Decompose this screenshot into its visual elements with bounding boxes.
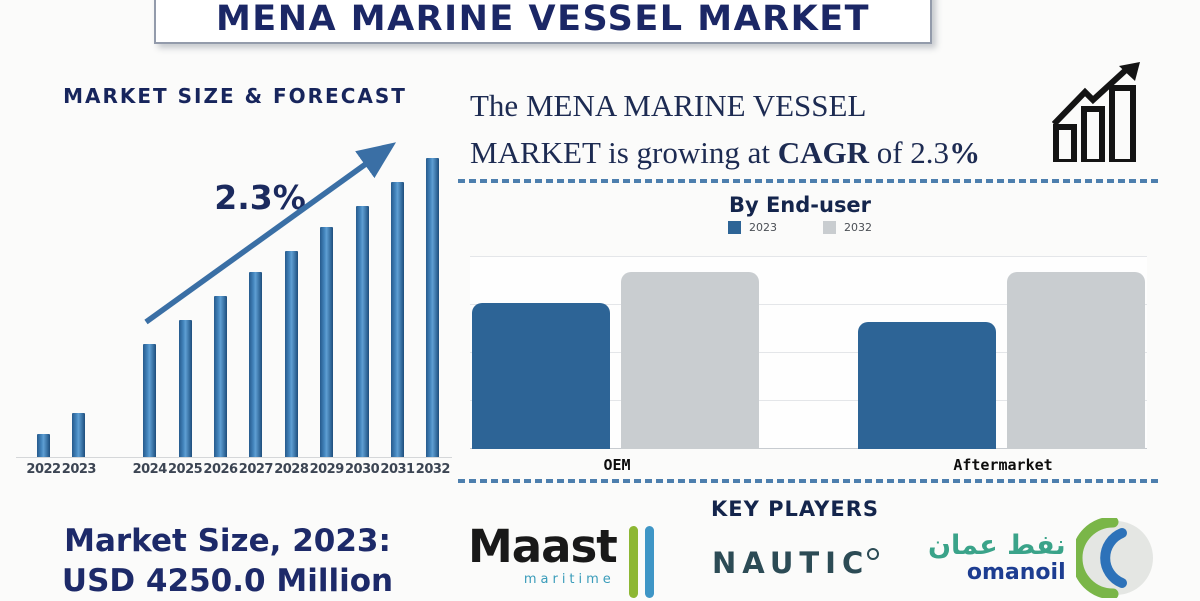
gridline [470,400,1147,401]
forecast-year-label: 2031 [380,462,415,477]
forecast-chart-year-labels: 2022 2023 2024 2025 2026 2027 2028 2029 2030 2031… [0,462,455,480]
forecast-chart-axis [16,457,452,458]
page-title: MENA MARINE VESSEL MARKET [215,0,871,39]
forecast-year-label: 2025 [168,462,203,477]
gridline [470,448,1147,449]
forecast-year-label: 2032 [415,462,451,477]
growth-statement: The MENA MARINE VESSEL MARKET is growing… [470,82,1060,176]
legend-item-2032: 2032 [823,221,872,234]
omanoil-swirl-icon [1075,518,1153,598]
dashed-separator-top [458,179,1158,183]
legend-label-2032: 2032 [844,221,872,234]
legend-item-2023: 2023 [728,221,777,234]
forecast-cagr-label: 2.3% [214,178,306,217]
forecast-bar-2027 [249,272,263,458]
end-user-bar-OEM-2032 [621,272,759,449]
end-user-bar-OEM-2023 [472,303,610,449]
nautic-logo: NAUTIC [712,546,880,580]
forecast-bar-2023 [72,413,86,458]
gridline [470,304,1147,305]
omanoil-arabic-name: نفط عمان [928,530,1066,561]
forecast-year-label: 2026 [203,462,238,477]
maast-logo: Maast maritime [468,524,654,598]
forecast-year-label: 2027 [238,462,274,477]
key-players-heading: KEY PLAYERS [711,497,879,521]
forecast-year-label: 2023 [61,462,97,477]
legend-swatch-2023 [728,221,741,234]
nautic-degree-icon [867,548,880,560]
end-user-bar-Aftermarket-2032 [1007,272,1145,449]
forecast-bar-2031 [391,182,404,458]
forecast-bar-2028 [284,251,298,458]
end-user-chart-plot [470,256,1147,449]
forecast-year-label: 2029 [309,462,345,477]
market-size-callout: Market Size, 2023: USD 4250.0 Million [15,521,440,601]
title-banner: MENA MARINE VESSEL MARKET [154,0,932,44]
legend-swatch-2032 [823,221,836,234]
growth-statement-percent: % [949,135,981,170]
forecast-chart-heading: MARKET SIZE & FORECAST [63,84,407,108]
forecast-bar-2025 [178,320,192,458]
gridline [470,256,1147,257]
growth-statement-mid: of 2.3 [868,135,950,170]
forecast-bar-2030 [355,206,369,458]
maast-logo-subtitle: maritime [523,572,615,587]
forecast-year-label: 2028 [274,462,309,477]
end-user-bar-Aftermarket-2023 [858,322,996,449]
growth-statement-line1: The MENA MARINE VESSEL [470,88,867,123]
market-size-line1: Market Size, 2023: [64,523,391,559]
gridline [470,352,1147,353]
omanoil-logo-name: omanoil [966,560,1066,585]
forecast-bar-2032 [426,158,440,458]
forecast-bar-2026 [214,296,227,458]
dashed-separator-bottom [458,479,1158,483]
forecast-bar-2024 [143,344,157,458]
maast-logo-name: Maast [468,520,618,573]
nautic-logo-name: NAUTIC [712,546,870,580]
forecast-bar-2029 [320,227,334,458]
end-user-chart-heading: By End-user [728,193,872,217]
maast-logo-bars-icon [628,526,654,598]
end-user-legend: 2023 2032 [460,221,1140,234]
maast-green-bar-icon [628,526,638,598]
legend-label-2023: 2023 [749,221,777,234]
growth-chart-icon [1052,62,1140,162]
maast-blue-bar-icon [644,526,654,598]
forecast-bar-2022 [37,434,50,458]
end-user-category-label: OEM [603,456,631,474]
growth-statement-line2-pre: MARKET is growing at [470,135,778,170]
forecast-year-label: 2030 [345,462,380,477]
growth-statement-cagr: CAGR [777,135,869,170]
omanoil-logo: نفط عمان omanoil [928,518,1156,598]
end-user-category-labels: OEM Aftermarket [470,456,1147,476]
end-user-category-label: Aftermarket [953,456,1053,474]
forecast-year-label: 2022 [26,462,61,477]
forecast-year-label: 2024 [132,462,168,477]
market-size-line2: USD 4250.0 Million [61,563,394,599]
